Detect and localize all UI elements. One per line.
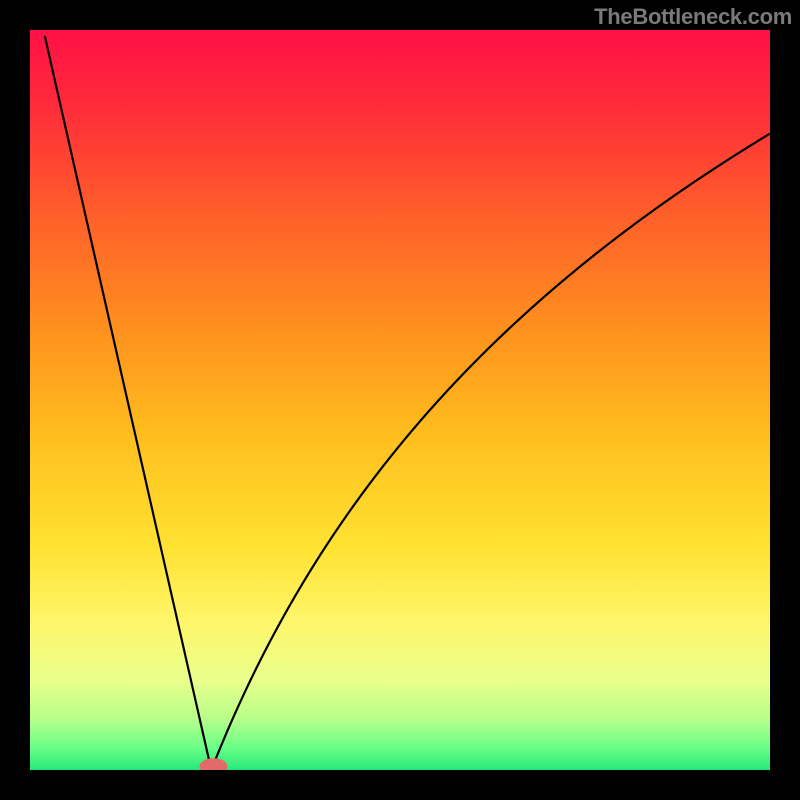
watermark-text: TheBottleneck.com	[594, 4, 792, 30]
bottleneck-chart	[0, 0, 800, 800]
plot-background	[30, 30, 770, 770]
chart-container: TheBottleneck.com	[0, 0, 800, 800]
